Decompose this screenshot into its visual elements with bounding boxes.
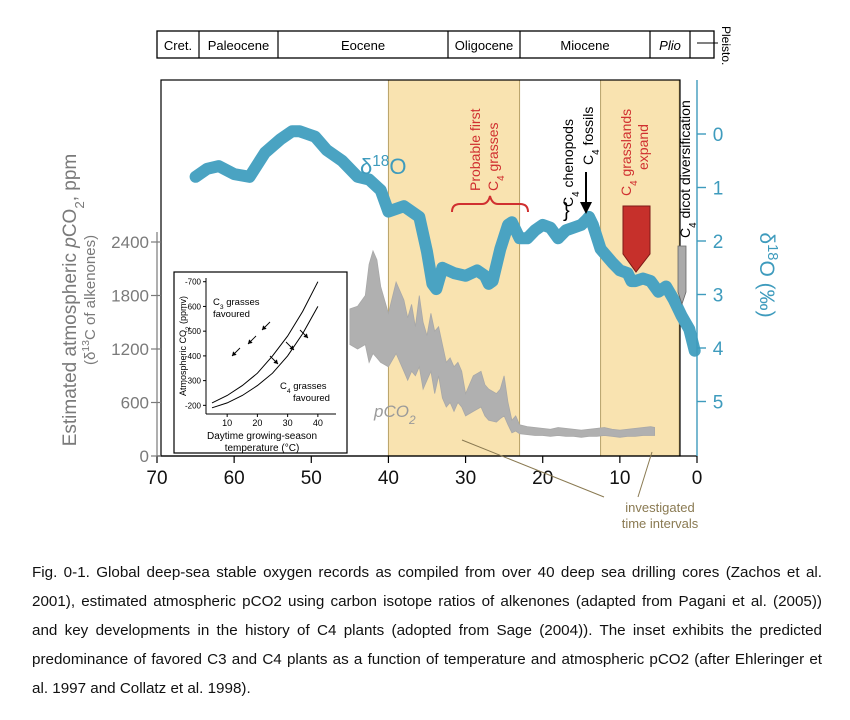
x-tick-label: 30 — [455, 468, 476, 489]
inset-arrow-head — [273, 359, 278, 364]
inset-x-tick-label: 10 — [222, 418, 232, 428]
grasslands-label-line1: C4 grasslands — [618, 109, 640, 196]
epoch-label: Miocene — [560, 38, 609, 53]
inset-y-tick-label: -700 — [185, 278, 202, 287]
x-tick-label: 40 — [378, 468, 399, 489]
x-tick-label: 0 — [692, 468, 703, 489]
pco2-label: pCO2 — [373, 402, 416, 427]
chenopods-label: C4 chenopods — [560, 119, 582, 207]
right-tick-label: 4 — [713, 339, 724, 360]
dicot-arrow — [677, 245, 687, 306]
epoch-label: Plio — [659, 38, 681, 53]
c4-region-line1: C4 grasses — [280, 381, 327, 395]
inset-y-tick-label: -200 — [185, 401, 202, 410]
right-tick-label: 3 — [713, 286, 724, 307]
inset-y-tick-label: -600 — [185, 302, 202, 311]
timescale-frame — [156, 30, 715, 59]
epoch-label: Paleocene — [208, 38, 269, 53]
fossils-arrow-head — [580, 202, 592, 214]
c3-region-line1: C3 grasses — [213, 297, 260, 311]
epoch-label: Pleisto. — [719, 26, 733, 65]
inset-arrow-head — [232, 351, 237, 356]
caption-text: Fig. 0-1. Global deep-sea stable oxygen … — [32, 564, 822, 697]
inset-frame — [173, 271, 348, 454]
right-tick-label: 1 — [713, 179, 724, 200]
figure: Cret. Paleocene Eocene Oligocene Miocene Plio… — [60, 26, 780, 531]
left-axis-subtitle: (δ13C of alkenones) — [80, 235, 99, 365]
inset-boundary-curve — [211, 306, 319, 409]
inset-x-tick-label: 40 — [313, 418, 323, 428]
left-tick-label: 2400 — [111, 233, 149, 252]
inset-x-tick-label: 20 — [252, 418, 262, 428]
x-tick-label: 10 — [609, 468, 630, 489]
epoch-label: Eocene — [341, 38, 385, 53]
x-tick-label: 50 — [301, 468, 322, 489]
chenopods-brace: } — [563, 200, 570, 222]
axes: 70 60 50 40 30 20 10 00600120018002400Estimated… — [60, 80, 780, 489]
inset-x-axis-title-line2: temperature (°C) — [225, 443, 300, 454]
left-tick-label: 1200 — [111, 340, 149, 359]
x-tick-label: 60 — [224, 468, 245, 489]
d18o-series — [189, 125, 701, 357]
inset-arrow-head — [289, 345, 294, 350]
c3-region-line2: favoured — [213, 309, 250, 320]
dicot-label: C4 dicot diversification — [677, 100, 699, 238]
x-tick-label: 70 — [146, 468, 167, 489]
right-axis-title: δ18O (‰) — [755, 232, 780, 317]
grasses-label-line1: Probable first — [467, 108, 483, 191]
inset-x-axis-title-line1: Daytime growing-season — [207, 431, 317, 442]
grasslands-label-line2: expand — [635, 124, 651, 170]
inset-arrow-head — [262, 325, 267, 330]
grasses-label-line2: C4 grasses — [485, 123, 507, 192]
annotations: δ18O pCO2 Probable first C4 grasses C4 cheno… — [360, 100, 699, 531]
inset-arrow-head — [303, 333, 308, 338]
inset-chart: 10 20 30 40 -200 -300 -400 -500 -600 -700 Atmosphe… — [173, 271, 348, 454]
right-tick-label: 2 — [713, 232, 724, 253]
x-tick-label: 20 — [532, 468, 553, 489]
fossils-label: C4 fossils — [580, 107, 602, 165]
main-plot: 70 60 50 40 30 20 10 00600120018002400Estimated… — [60, 79, 780, 531]
inset-x-tick-label: 30 — [283, 418, 293, 428]
right-tick-label: 0 — [713, 125, 724, 146]
grasslands-arrow — [622, 205, 651, 273]
left-tick-label: 0 — [140, 447, 149, 466]
inset-arrow-head — [248, 339, 253, 344]
left-axis-title: Estimated atmospheric pCO2, ppm — [60, 154, 87, 447]
geologic-timescale: Cret. Paleocene Eocene Oligocene Miocene Plio… — [156, 26, 733, 65]
investigated-leader-2 — [637, 451, 653, 498]
c4-region-line2: favoured — [293, 393, 330, 404]
d18o-label: δ18O — [360, 153, 407, 180]
pco2-series — [349, 249, 655, 438]
epoch-label: Oligocene — [455, 38, 514, 53]
epoch-label: Cret. — [164, 38, 192, 53]
pco2-band — [349, 249, 655, 438]
d18o-curve — [189, 125, 701, 357]
inset-y-tick-label: -300 — [185, 377, 202, 386]
figure-caption: Fig. 0-1. Global deep-sea stable oxygen … — [32, 558, 822, 703]
left-tick-label: 600 — [121, 394, 149, 413]
inset-y-axis-title: Atmospheric CO2 (ppmv) — [178, 296, 192, 396]
investigated-leader-1 — [461, 439, 605, 498]
grasses-brace — [451, 195, 529, 213]
inset-boundary-curve — [211, 281, 319, 404]
inset-y-tick-label: -400 — [185, 352, 202, 361]
inset-y-tick-label: -500 — [185, 327, 202, 336]
investigated-label-line1: investigated — [625, 500, 694, 515]
right-tick-label: 5 — [713, 393, 724, 414]
investigated-label-line2: time intervals — [622, 516, 699, 531]
left-tick-label: 1800 — [111, 287, 149, 306]
